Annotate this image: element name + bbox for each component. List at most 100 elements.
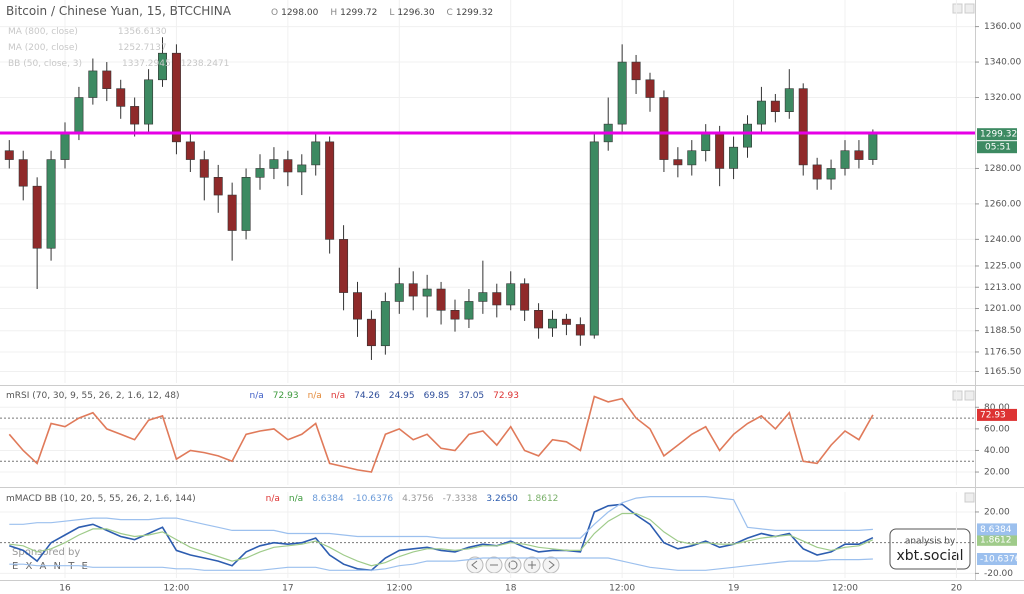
last-price: 1299.32 [980, 130, 1017, 140]
indicator-value: 1252.7137 [117, 43, 167, 53]
ohlc-value: 1299.72 [340, 8, 378, 18]
pane-button[interactable] [952, 390, 963, 401]
candle-body [506, 283, 516, 306]
candle-body [130, 106, 140, 125]
candle-body [575, 324, 585, 336]
y-tick-label: 1201.00 [984, 304, 1021, 314]
reset-button[interactable] [504, 556, 522, 574]
countdown-box [977, 141, 1017, 154]
candle-body [46, 159, 56, 249]
candle-body [464, 301, 474, 320]
candle-body [171, 52, 181, 143]
header-value: n/a [330, 391, 346, 401]
y-tick-label: 60.00 [984, 424, 1010, 434]
candle-body [297, 164, 307, 173]
header-value: 4.3756 [402, 494, 434, 504]
control-icons [471, 560, 555, 570]
indicator-row: BB (50, close, 3) 1337.2945 1238.2471 [8, 59, 239, 69]
plot [0, 37, 975, 572]
candle-body [241, 177, 251, 231]
ohlc-label: L [389, 8, 395, 18]
ohlc-label: O [271, 8, 279, 18]
ohlc-label: C [446, 8, 453, 18]
ohlc-item: C 1299.32 [447, 8, 500, 18]
candle-body [158, 52, 167, 81]
candle-body [339, 239, 349, 293]
last-value-box [977, 533, 1017, 546]
header-value: 1.8612 [526, 494, 559, 504]
candle-body [185, 141, 195, 160]
y-tick-label: 1280.00 [984, 164, 1021, 174]
x-tick-label: 12:00 [163, 584, 189, 594]
candle-body [32, 185, 42, 249]
header-value: n/a [307, 391, 322, 401]
indicator-value: 1337.2945 [122, 59, 171, 69]
candle-body [534, 310, 544, 329]
candle-body [227, 194, 237, 231]
header-value: -10.6376 [352, 494, 394, 504]
y-tick-label: 1213.00 [984, 283, 1021, 293]
y-tick-label: 1240.00 [984, 235, 1021, 245]
candle-body [311, 141, 321, 166]
pane-button[interactable] [964, 3, 975, 14]
candle-body [673, 159, 683, 166]
candle-body [561, 318, 571, 325]
candle-body [729, 146, 739, 169]
x-tick-label: 18 [505, 584, 517, 594]
header-value: 3.2650 [486, 494, 518, 504]
candle-body [18, 159, 28, 187]
pane-header: Bitcoin / Chinese Yuan, 15, BTCCHINA O 129… [6, 4, 505, 18]
candle-body [255, 168, 265, 178]
badge-box [889, 528, 971, 570]
indicator-value: 1356.6130 [117, 27, 167, 37]
ohlc-value: 1298.00 [281, 8, 319, 18]
candle-body [366, 318, 376, 347]
y-tick-label: 1176.50 [984, 347, 1021, 357]
candle-body [784, 88, 794, 113]
header-value: -7.3338 [442, 494, 478, 504]
candle-body [380, 301, 390, 347]
candle-body [798, 88, 808, 166]
candle-body [715, 132, 725, 169]
candle-body [492, 292, 502, 306]
ohlc-item: O 1298.00 [271, 8, 324, 18]
ohlc-item: L 1296.30 [389, 8, 440, 18]
pane-buttons[interactable] [952, 3, 975, 503]
series-line [9, 503, 874, 572]
pane-button[interactable] [952, 3, 963, 14]
x-tick-label: 16 [59, 584, 71, 594]
y-tick-label: 40.00 [984, 446, 1010, 456]
candle-body [826, 168, 836, 180]
x-tick-label: 12:00 [609, 584, 635, 594]
series-line [9, 512, 874, 567]
pane-button[interactable] [964, 492, 975, 503]
last-value-box [977, 523, 1017, 536]
sponsor-label: Sponsored by [12, 547, 80, 558]
last-value: 72.93 [980, 410, 1006, 420]
indicator-name: MA (200, close) [8, 43, 78, 53]
last-value-box [977, 408, 1017, 421]
indicator-name: BB (50, close, 3) [8, 59, 83, 69]
pane-button[interactable] [964, 390, 975, 401]
y-tick-label: 1225.00 [984, 261, 1021, 271]
series-line [9, 557, 873, 571]
last-value: -10.6376 [980, 555, 1021, 565]
candle-body [743, 123, 752, 148]
candle-body [520, 283, 530, 311]
scroll-right-button[interactable] [542, 556, 560, 574]
candle-body [868, 133, 878, 160]
x-tick-label: 12:00 [386, 584, 412, 594]
candle-body [199, 159, 209, 178]
countdown: 05:51 [985, 143, 1011, 153]
ohlc-label: H [330, 8, 338, 18]
candle-body [450, 310, 460, 320]
candle-body [701, 132, 711, 152]
candle-body [4, 150, 14, 160]
candle-body [102, 70, 112, 89]
candle-body [645, 79, 655, 98]
zoom-controls[interactable] [466, 556, 560, 574]
candle-body [436, 288, 446, 311]
x-tick-label: 12:00 [832, 584, 858, 594]
